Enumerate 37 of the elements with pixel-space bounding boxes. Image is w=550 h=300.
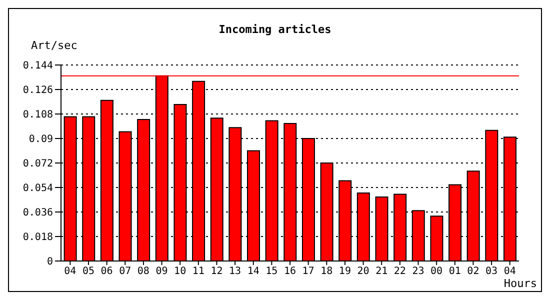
x-tick-label: 18 [320, 266, 333, 278]
x-tick-label: 15 [266, 266, 278, 278]
x-tick-label: 07 [119, 266, 132, 278]
x-tick-label: 12 [210, 266, 223, 278]
x-tick-label: 06 [100, 266, 113, 278]
x-tick-label: 23 [412, 266, 424, 278]
x-tick-label: 21 [376, 266, 388, 278]
x-tick-label: 13 [229, 266, 242, 278]
x-tick-label: 19 [338, 266, 351, 278]
x-tick-label: 16 [284, 266, 296, 278]
y-tick-label: 0.018 [22, 232, 53, 244]
x-tick-label: 00 [430, 266, 443, 278]
x-tick-label: 20 [357, 266, 370, 278]
x-tick-label: 03 [485, 266, 498, 278]
x-axis-title: Hours [504, 277, 537, 290]
y-tick-label: 0.036 [22, 208, 53, 219]
x-tick-label: 08 [137, 266, 150, 278]
y-tick-label: 0.054 [22, 183, 53, 194]
x-tick-label: 01 [448, 266, 461, 278]
x-tick-label: 22 [394, 266, 406, 278]
y-tick-label: 0.126 [22, 85, 53, 96]
x-tick-label: 04 [64, 266, 76, 278]
chart-title: Incoming articles [218, 23, 332, 36]
x-tick-label: 05 [82, 266, 95, 278]
x-tick-label: 17 [302, 266, 314, 278]
y-tick-label: 0.108 [22, 110, 53, 121]
y-tick-label: 0.09 [28, 134, 53, 146]
y-axis-title: Art/sec [31, 39, 78, 52]
x-tick-label: 04 [504, 266, 516, 278]
y-tick-label: 0 [46, 256, 53, 268]
x-tick-label: 11 [192, 266, 204, 278]
x-tick-label: 09 [156, 266, 168, 278]
y-tick-label: 0.072 [22, 158, 53, 170]
x-tick-label: 02 [467, 266, 480, 278]
y-tick-label: 0.144 [22, 60, 53, 72]
x-tick-label: 10 [174, 266, 186, 278]
x-tick-label: 14 [247, 266, 260, 278]
